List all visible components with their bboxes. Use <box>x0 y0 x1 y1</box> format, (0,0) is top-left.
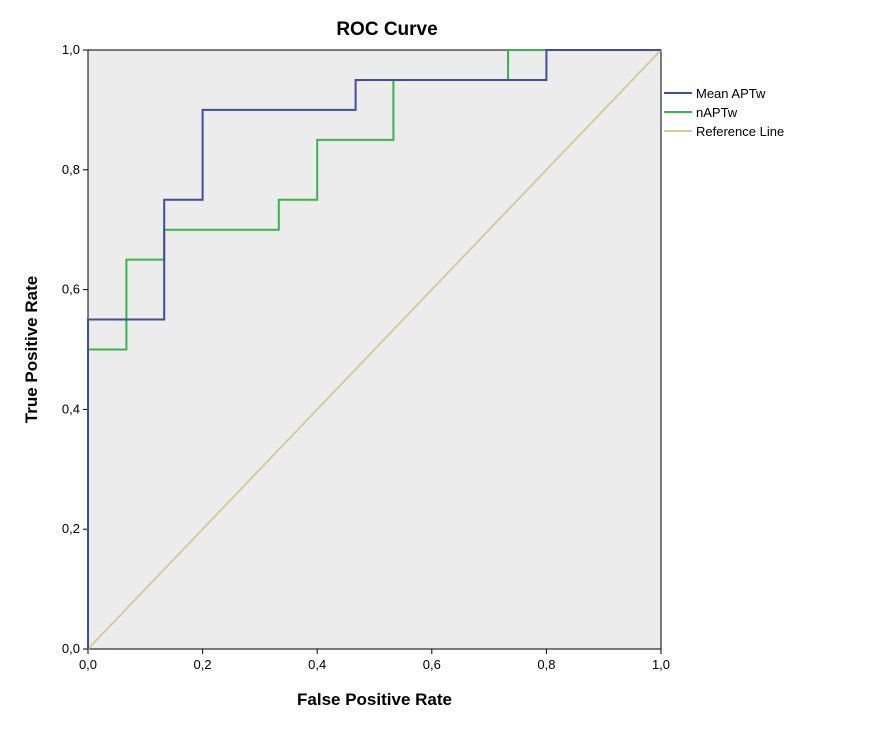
y-tick-label: 0,8 <box>62 162 80 177</box>
y-axis-title: True Positive Rate <box>22 276 41 423</box>
legend-label-mean-aptw: Mean APTw <box>696 86 766 101</box>
y-tick-label: 0,0 <box>62 641 80 656</box>
legend: Mean APTw nAPTw Reference Line <box>664 86 784 139</box>
x-tick-label: 1,0 <box>652 657 670 672</box>
legend-label-naptw: nAPTw <box>696 105 738 120</box>
chart-title: ROC Curve <box>336 19 437 40</box>
x-tick-label: 0,6 <box>423 657 441 672</box>
legend-label-reference-line: Reference Line <box>696 124 784 139</box>
y-tick-label: 0,2 <box>62 521 80 536</box>
series-line-reference-line <box>87 49 662 650</box>
y-tick-label: 1,0 <box>62 42 80 57</box>
series-layer <box>87 49 662 650</box>
x-tick-label: 0,2 <box>194 657 212 672</box>
axis-ticks: 0,0 0,2 0,4 0,6 0,8 1,0 0,0 0,2 0,4 0,6 0,8 1,0 <box>62 42 670 672</box>
x-tick-label: 0,4 <box>308 657 326 672</box>
y-tick-label: 0,4 <box>62 401 80 416</box>
x-tick-label: 0,8 <box>537 657 555 672</box>
y-tick-label: 0,6 <box>62 282 80 297</box>
series-line-mean-aptw <box>87 49 661 649</box>
x-tick-label: 0,0 <box>79 657 97 672</box>
x-axis-title: False Positive Rate <box>297 690 452 709</box>
